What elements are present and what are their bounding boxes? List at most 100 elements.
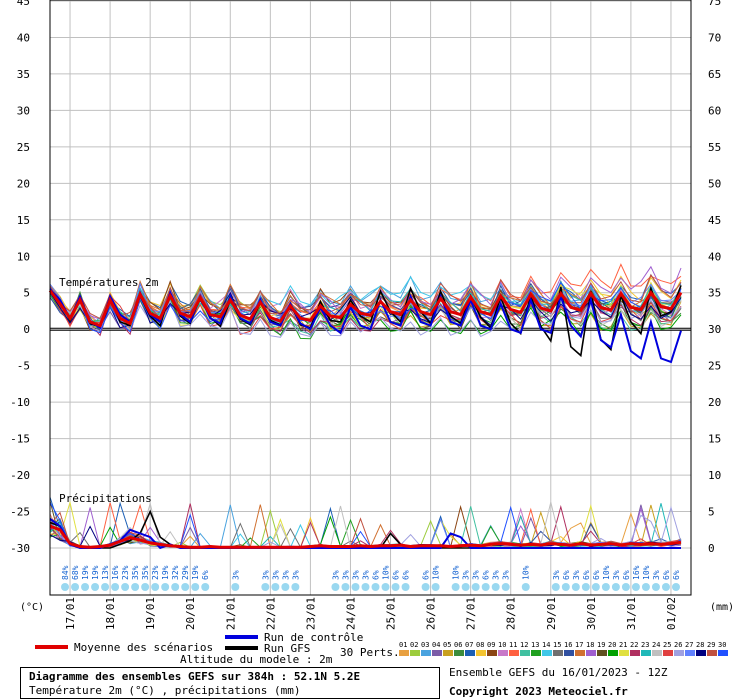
- perturbation-swatch: [531, 650, 541, 656]
- perturbation-id: 17: [575, 641, 583, 649]
- perturbation-swatch: [465, 650, 475, 656]
- footer-title-box: Diagramme des ensembles GEFS sur 384h : …: [20, 667, 440, 699]
- snow-probability-label: 23%: [121, 565, 130, 580]
- perturbation-id: 04: [432, 641, 440, 649]
- snow-probability-marker: 29%: [181, 565, 190, 591]
- left-axis-ticks: 45 40 35 30 25 20 15 10 5 0 -5 -10 -15 -20 -25 -30: [10, 0, 30, 555]
- snow-probability-marker: 3%: [471, 570, 481, 591]
- snow-probability-marker: 3%: [231, 570, 240, 591]
- snowflake-icon: [461, 583, 470, 591]
- perturbation-swatch: [520, 650, 530, 656]
- footer-run-info: Ensemble GEFS du 16/01/2023 - 12Z: [449, 666, 668, 679]
- snowflake-icon: [631, 583, 640, 591]
- left-tick-label: 25: [17, 141, 30, 154]
- snow-probability-marker: 84%: [61, 565, 70, 591]
- snowflake-icon: [101, 583, 110, 591]
- snow-probability-label: 3%: [291, 570, 300, 580]
- snow-probability-label: 3%: [261, 570, 270, 580]
- perturbation-swatch: [652, 650, 662, 656]
- snow-probability-marker: 3%: [291, 570, 300, 591]
- snow-probability-marker: 19%: [81, 565, 90, 591]
- snow-probability-label: 6%: [582, 570, 591, 580]
- date-label: 20/01: [184, 597, 197, 630]
- date-label: 01/02: [665, 597, 678, 630]
- snow-probability-marker: 6%: [581, 570, 591, 591]
- snowflake-icon: [231, 583, 240, 591]
- footer-copyright: Copyright 2023 Meteociel.fr: [449, 685, 628, 698]
- date-label: 22/01: [264, 597, 277, 630]
- snowflake-icon: [71, 583, 80, 591]
- snow-probability-label: 10%: [432, 565, 441, 580]
- perturbation-id: 26: [674, 641, 682, 649]
- snow-probability-label: 6%: [422, 570, 431, 580]
- mean-temp-line: [48, 289, 683, 328]
- snow-probability-marker: 23%: [151, 565, 160, 591]
- snow-probability-marker: 10%: [641, 565, 651, 591]
- snow-probability-marker: 3%: [261, 570, 270, 591]
- perturbation-id: 03: [421, 641, 429, 649]
- plot-frame: [49, 0, 692, 596]
- snow-probability-label: 3%: [492, 570, 501, 580]
- perturbation-id: 14: [542, 641, 550, 649]
- snow-probability-label: 6%: [372, 570, 381, 580]
- footer-subtitle: Température 2m (°C) , précipitations (mm…: [29, 684, 301, 697]
- legend-perts-label: 30 Perts.: [340, 646, 400, 659]
- snow-probability-label: 23%: [151, 565, 160, 580]
- right-tick-label: 60: [708, 104, 721, 117]
- snow-probability-label: 10%: [642, 565, 651, 580]
- perturbation-id: 15: [553, 641, 561, 649]
- left-tick-label: 5: [23, 287, 30, 300]
- snow-probability-label: 3%: [361, 570, 370, 580]
- right-tick-label: 20: [708, 396, 721, 409]
- snow-probability-label: 6%: [592, 570, 601, 580]
- legend-gfs-label: Run GFS: [264, 642, 310, 655]
- snow-probability-label: 6%: [622, 570, 631, 580]
- right-tick-label: 0: [708, 542, 715, 555]
- snow-probability-marker: 3%: [281, 570, 290, 591]
- snow-probability-label: 3%: [281, 570, 290, 580]
- perturbation-id: 19: [597, 641, 605, 649]
- snowflake-icon: [521, 583, 530, 591]
- right-tick-label: 55: [708, 141, 721, 154]
- perturbation-id: 25: [663, 641, 671, 649]
- right-tick-label: 65: [708, 68, 721, 81]
- perturbation-swatch: [586, 650, 596, 656]
- date-label: 24/01: [344, 597, 357, 630]
- snow-probability-marker: 16%: [631, 565, 641, 591]
- snowflake-icon: [181, 583, 190, 591]
- snow-probability-marker: 3%: [571, 570, 581, 591]
- perturbation-id: 21: [619, 641, 627, 649]
- snowflake-icon: [391, 583, 400, 591]
- snowflake-icon: [271, 583, 280, 591]
- perturbation-id: 28: [696, 641, 704, 649]
- snowflake-icon: [571, 583, 580, 591]
- perturbation-id: 06: [454, 641, 462, 649]
- legend-mean-label: Moyenne des scénarios: [74, 641, 213, 654]
- snowflake-icon: [551, 583, 560, 591]
- left-tick-label: 40: [17, 31, 30, 44]
- snow-probability-marker: 6%: [201, 570, 210, 591]
- left-tick-label: 20: [17, 177, 30, 190]
- right-tick-label: 70: [708, 31, 721, 44]
- snowflake-icon: [151, 583, 160, 591]
- right-tick-label: 10: [708, 469, 721, 482]
- perturbation-id: 02: [410, 641, 418, 649]
- snow-probability-marker: 10%: [431, 565, 441, 591]
- snow-probability-label: 84%: [61, 565, 70, 580]
- date-label: 25/01: [385, 597, 398, 630]
- snowflake-icon: [291, 583, 300, 591]
- snow-probability-label: 3%: [502, 570, 511, 580]
- perturbation-id: 23: [641, 641, 649, 649]
- snowflake-icon: [191, 583, 200, 591]
- date-label: 19/01: [144, 597, 157, 630]
- snow-probability-marker: 23%: [121, 565, 130, 591]
- perturbation-swatch: [696, 650, 706, 656]
- snow-probability-label: 16%: [111, 565, 120, 580]
- perturbation-swatch: [707, 650, 717, 656]
- snow-probability-marker: 3%: [651, 570, 661, 591]
- perturbation-swatch: [498, 650, 508, 656]
- perturbation-swatch: [575, 650, 585, 656]
- snow-probability-marker: 35%: [131, 565, 140, 591]
- perturbation-swatch: [421, 650, 431, 656]
- snowflake-icon: [261, 583, 270, 591]
